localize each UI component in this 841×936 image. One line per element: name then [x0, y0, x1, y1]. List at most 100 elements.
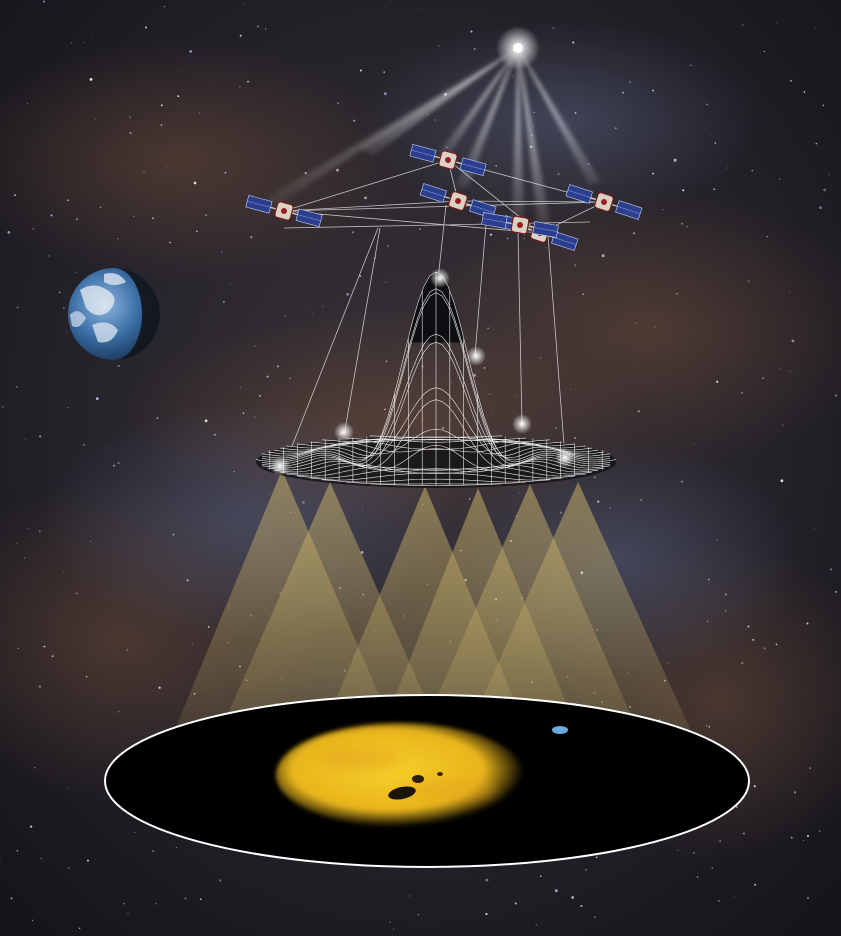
- star-dot: [633, 339, 635, 341]
- earth-globe: [68, 268, 160, 360]
- star-dot: [160, 104, 163, 107]
- star-dot: [277, 365, 279, 368]
- star-dot: [532, 126, 535, 128]
- star-dot: [39, 435, 42, 438]
- star-dot: [66, 331, 68, 332]
- star-dot: [614, 127, 617, 130]
- star-dot: [152, 850, 154, 852]
- star-dot: [7, 231, 11, 234]
- star-dot: [571, 896, 574, 899]
- star-dot: [364, 196, 367, 200]
- star-dot: [89, 78, 93, 81]
- star-dot: [117, 462, 120, 464]
- star-dot: [193, 181, 197, 185]
- star-dot: [384, 408, 386, 411]
- star-dot: [393, 928, 395, 930]
- star-dot: [776, 22, 778, 24]
- star-dot: [814, 27, 816, 29]
- star-dot: [230, 283, 232, 285]
- star-dot: [470, 30, 473, 33]
- star-dot: [441, 426, 445, 430]
- star-dot: [677, 849, 679, 851]
- star-dot: [112, 464, 115, 467]
- star-dot: [752, 639, 755, 641]
- pattern-nodes: [270, 268, 575, 476]
- star-dot: [594, 916, 596, 918]
- star-dot: [169, 241, 171, 244]
- star-dot: [809, 767, 812, 770]
- star-dot: [582, 293, 584, 296]
- star-dot: [389, 921, 392, 923]
- star-dot: [2, 406, 4, 408]
- star-dot: [718, 899, 720, 902]
- star-dot: [247, 80, 249, 83]
- star-dot: [17, 648, 19, 649]
- star-dot: [172, 533, 175, 536]
- star-dot: [803, 91, 806, 93]
- star-dot: [312, 313, 314, 315]
- light-rays: [266, 48, 600, 226]
- star-dot: [191, 644, 193, 645]
- star-dot: [629, 81, 631, 83]
- star-dot: [485, 878, 489, 882]
- star-dot: [557, 172, 560, 176]
- star-dot: [491, 412, 493, 414]
- star-dot: [68, 867, 70, 869]
- star-dot: [762, 377, 764, 379]
- star-dot: [747, 625, 750, 628]
- star-dot: [346, 292, 350, 296]
- star-dot: [133, 215, 135, 217]
- star-dot: [383, 71, 386, 73]
- star-dot: [523, 238, 525, 240]
- star-dot: [574, 264, 577, 267]
- star-dot: [117, 710, 120, 713]
- star-dot: [42, 0, 45, 3]
- star-dot: [574, 112, 577, 114]
- star-dot: [83, 444, 85, 446]
- star-dot: [152, 217, 154, 220]
- star-dot: [782, 424, 784, 426]
- star-dot: [775, 643, 778, 646]
- star-dot: [742, 24, 744, 26]
- star-dot: [483, 366, 486, 369]
- star-dot: [574, 437, 577, 439]
- star-dot: [734, 896, 736, 897]
- star-dot: [250, 236, 253, 239]
- star-dot: [127, 160, 129, 162]
- star-dot: [585, 869, 587, 871]
- star-dot: [836, 644, 837, 646]
- star-dot: [156, 417, 159, 419]
- star-dot: [673, 158, 677, 162]
- star-dot: [155, 903, 157, 905]
- star-dot: [635, 322, 637, 324]
- star-dot: [753, 785, 756, 788]
- star-dot: [421, 7, 423, 9]
- star-dot: [421, 365, 424, 368]
- star-dot: [160, 124, 163, 126]
- star-dot: [38, 685, 41, 688]
- star-dot: [307, 305, 309, 307]
- star-dot: [205, 214, 207, 216]
- star-dot: [334, 117, 336, 118]
- star-dot: [239, 386, 242, 389]
- star-dot: [127, 912, 129, 914]
- star-dot: [213, 433, 216, 436]
- star-dot: [652, 172, 654, 175]
- star-dot: [830, 568, 833, 571]
- star-dot: [16, 850, 19, 852]
- star-dot: [143, 172, 145, 174]
- star-dot: [539, 875, 542, 878]
- star-dot: [219, 879, 222, 882]
- star-dot: [763, 647, 766, 650]
- star-dot: [596, 856, 598, 859]
- star-dot: [284, 315, 286, 317]
- star-dot: [172, 601, 174, 603]
- star-dot: [243, 3, 245, 5]
- star-dot: [789, 292, 790, 293]
- star-dot: [725, 593, 727, 596]
- star-dot: [186, 579, 189, 582]
- star-dot: [667, 662, 669, 664]
- star-dot: [818, 830, 821, 832]
- star-dot: [686, 225, 688, 228]
- star-dot: [692, 851, 695, 855]
